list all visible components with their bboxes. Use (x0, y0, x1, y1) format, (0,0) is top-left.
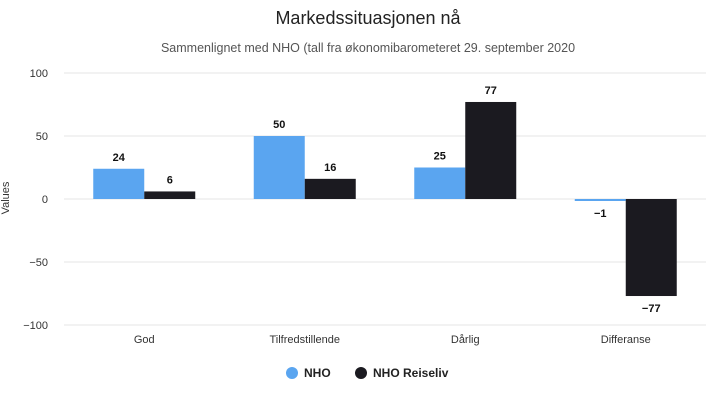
data-labels: 24 6 50 16 25 77 −1 −77 (113, 85, 661, 315)
data-label: 50 (273, 119, 285, 131)
y-tick-label: 50 (36, 131, 48, 143)
data-label: 25 (434, 151, 446, 163)
chart-subtitle: Sammenlignet med NHO (tall fra økonomiba… (161, 41, 575, 55)
bar-nho-reiseliv[interactable] (625, 199, 677, 297)
data-label: 24 (113, 152, 126, 164)
y-tick-label: 0 (42, 194, 48, 206)
bar-nho[interactable] (574, 199, 626, 201)
legend-marker-nho-reiseliv (355, 367, 367, 379)
data-label: 77 (485, 85, 497, 97)
legend: NHO NHO Reiseliv (286, 366, 449, 380)
y-tick-label: −50 (29, 257, 48, 269)
x-category-label: Differanse (601, 334, 651, 346)
bar-nho[interactable] (93, 168, 145, 199)
bar-nho-reiseliv[interactable] (304, 178, 356, 199)
x-category-label: God (134, 334, 155, 346)
y-axis-label: Values (0, 181, 12, 214)
bars (93, 101, 677, 297)
bar-nho[interactable] (414, 167, 466, 200)
bar-nho-reiseliv[interactable] (144, 191, 196, 199)
y-tick-label: −100 (23, 320, 48, 332)
data-label: −1 (594, 208, 607, 220)
data-label: 6 (167, 174, 173, 186)
y-axis-ticks: 100 50 0 −50 −100 (23, 68, 48, 332)
data-label: −77 (642, 303, 661, 315)
y-tick-label: 100 (30, 68, 48, 80)
legend-item-nho-reiseliv[interactable]: NHO Reiseliv (355, 366, 449, 380)
legend-label-nho: NHO (304, 366, 331, 380)
x-axis-categories: God Tilfredstillende Dårlig Differanse (134, 334, 651, 346)
legend-item-nho[interactable]: NHO (286, 366, 331, 380)
data-label: 16 (324, 162, 336, 174)
chart-title: Markedssituasjonen nå (275, 8, 461, 28)
legend-label-nho-reiseliv: NHO Reiseliv (373, 366, 449, 380)
bar-nho-reiseliv[interactable] (465, 101, 517, 199)
x-category-label: Dårlig (451, 334, 480, 346)
x-category-label: Tilfredstillende (269, 334, 340, 346)
bar-nho[interactable] (253, 136, 305, 199)
legend-marker-nho (286, 367, 298, 379)
